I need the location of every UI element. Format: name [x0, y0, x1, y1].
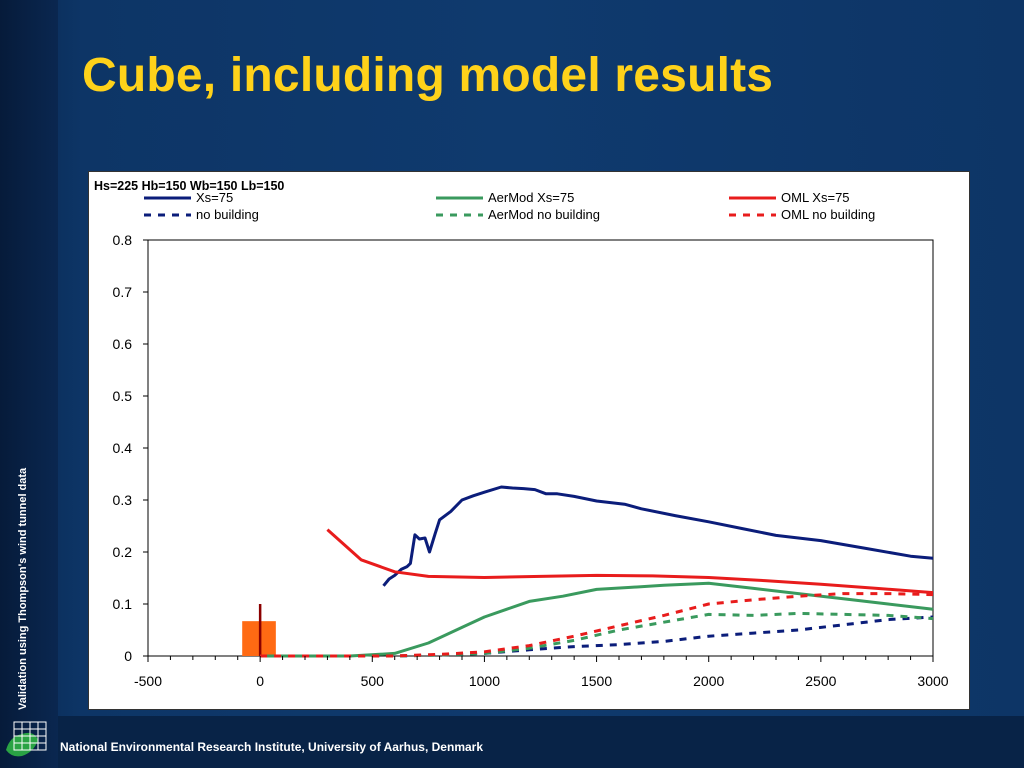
left-band — [0, 0, 58, 768]
chart-svg: Hs=225 Hb=150 Wb=150 Lb=150 Xs=75 no buil… — [94, 179, 949, 689]
y-tick-label: 0 — [124, 648, 132, 664]
legend-label: no building — [196, 207, 259, 222]
y-tick-label: 0.1 — [113, 596, 133, 612]
y-tick-label: 0.7 — [113, 284, 133, 300]
annotations — [242, 604, 276, 656]
slide-title: Cube, including model results — [82, 49, 774, 102]
legend-label: OML Xs=75 — [781, 190, 850, 205]
side-text-label: Validation using Thompson's wind tunnel … — [17, 467, 29, 710]
axes: 00.10.20.30.40.50.60.70.8-500 0 500 1000 150… — [113, 232, 949, 689]
footer-text: National Environmental Research Institut… — [60, 740, 483, 754]
plot-area — [147, 239, 934, 657]
y-tick-label: 0.2 — [113, 544, 133, 560]
footer-bar — [58, 716, 1024, 768]
legend-label: Xs=75 — [196, 190, 233, 205]
x-tick-label: 2000 — [693, 673, 724, 689]
y-tick-label: 0.4 — [113, 440, 133, 456]
x-tick-label: 1500 — [581, 673, 612, 689]
legend: Xs=75 no building AerMod Xs=75 AerMod no bu… — [144, 190, 875, 222]
series-line — [326, 528, 934, 595]
y-tick-label: 0.3 — [113, 492, 133, 508]
x-tick-label: 2500 — [805, 673, 836, 689]
institute-logo — [6, 721, 47, 757]
series-line — [382, 485, 934, 587]
legend-label: AerMod Xs=75 — [488, 190, 574, 205]
legend-label: AerMod no building — [488, 207, 600, 222]
y-tick-label: 0.5 — [113, 388, 133, 404]
legend-label: OML no building — [781, 207, 875, 222]
y-tick-label: 0.6 — [113, 336, 133, 352]
y-tick-label: 0.8 — [113, 232, 133, 248]
x-tick-label: 0 — [256, 673, 264, 689]
x-tick-label: 3000 — [917, 673, 948, 689]
x-tick-label: 500 — [361, 673, 385, 689]
series-line — [260, 581, 934, 658]
x-tick-label: -500 — [134, 673, 162, 689]
x-tick-label: 1000 — [469, 673, 500, 689]
chart-box: Hs=225 Hb=150 Wb=150 Lb=150 Xs=75 no buil… — [88, 171, 970, 710]
chart-title: Hs=225 Hb=150 Wb=150 Lb=150 — [94, 179, 284, 193]
